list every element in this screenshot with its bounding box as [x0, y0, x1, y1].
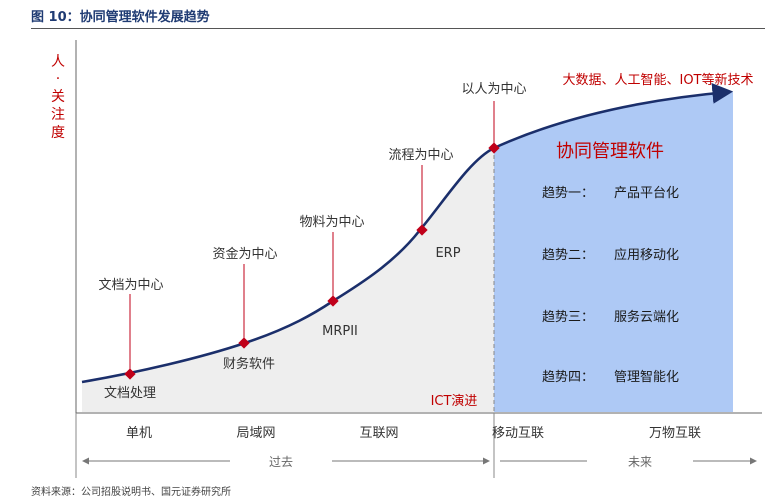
x-category: 局域网: [236, 426, 275, 441]
marker-process: [416, 224, 428, 236]
future-panel-area: [494, 92, 733, 412]
title-divider: [31, 28, 765, 29]
future-label: 未来: [628, 455, 652, 469]
trend-label: 趋势二：: [542, 247, 594, 263]
system-label-mrpii: MRPII: [322, 324, 358, 339]
trend-value: 产品平台化: [614, 186, 679, 201]
trend-value: 应用移动化: [614, 247, 679, 263]
focus-label-finance: 资金为中心: [212, 246, 277, 262]
y-label-char: 注: [51, 107, 65, 123]
past-area: [82, 148, 494, 412]
trend-label: 趋势四：: [542, 369, 594, 385]
trend-label: 趋势三：: [542, 309, 594, 325]
past-label: 过去: [269, 455, 293, 469]
marker-material: [327, 295, 339, 307]
panel-title: 协同管理软件: [556, 141, 664, 162]
focus-label-document: 文档为中心: [98, 278, 163, 293]
marker-people: [488, 142, 500, 154]
marker-finance: [238, 337, 250, 349]
x-category: 移动互联: [492, 426, 544, 441]
figure-title: 图 10：协同管理软件发展趋势: [31, 10, 210, 25]
y-label-char: ·: [56, 71, 60, 87]
trend-value: 管理智能化: [614, 370, 679, 385]
trend-value: 服务云端化: [614, 309, 679, 325]
x-category: 单机: [126, 426, 152, 441]
future-headline: 大数据、人工智能、IOT等新技术: [562, 72, 753, 88]
focus-label-people: 以人为中心: [461, 82, 526, 97]
x-category: 万物互联: [649, 426, 701, 441]
trend-label: 趋势一：: [542, 185, 594, 201]
focus-label-process: 流程为中心: [388, 148, 453, 163]
growth-curve: [81, 83, 734, 384]
system-label-erp: ERP: [435, 246, 460, 261]
y-axis-label: 人 · 关 注 度: [51, 54, 65, 141]
system-label-doc-processing: 文档处理: [104, 386, 156, 401]
x-category: 互联网: [359, 426, 398, 441]
source-note: 资料来源：公司招股说明书、国元证券研究所: [31, 487, 231, 498]
system-label-finance-software: 财务软件: [223, 356, 275, 372]
y-label-char: 度: [51, 125, 65, 141]
focus-label-material: 物料为中心: [299, 215, 364, 230]
ict-label: ICT演进: [431, 393, 478, 409]
y-label-char: 关: [51, 89, 65, 105]
y-label-char: 人: [51, 54, 65, 70]
